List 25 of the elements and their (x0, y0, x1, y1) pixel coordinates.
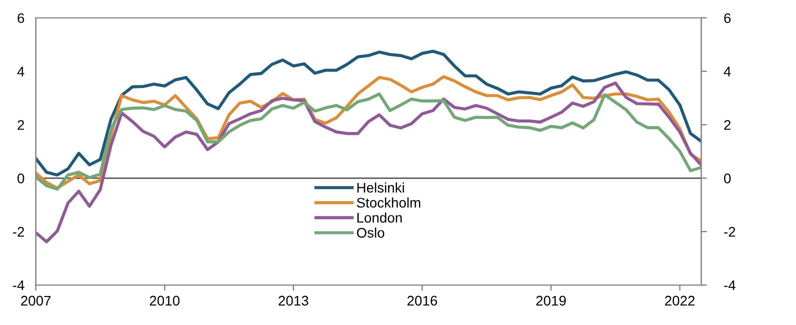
y-tick-label: -2 (12, 226, 24, 237)
y-tick-label: 0 (18, 174, 24, 184)
line-series (36, 50, 702, 176)
y2-tick-label: -4 (724, 280, 736, 290)
y-tick-label: 4 (17, 66, 24, 76)
y2-tick-label: 0 (724, 174, 731, 184)
x-tick-label: 2007 (21, 296, 51, 306)
y2-tick-label: 4 (724, 66, 731, 76)
y-tick-label: 6 (18, 13, 24, 24)
x-tick-label: 2019 (536, 296, 566, 306)
legend-label: London (357, 212, 402, 223)
y2-tick-label: 2 (724, 120, 731, 130)
x-tick-label: 2016 (407, 296, 438, 306)
line-series (36, 82, 702, 244)
y2-tick-label: 6 (724, 13, 731, 24)
x-tick-label: 2022 (665, 296, 695, 306)
y-tick-label: 2 (18, 120, 24, 130)
y2-tick-label: -2 (724, 226, 736, 237)
legend-label: Helsinki (357, 182, 404, 193)
x-tick-label: 2013 (278, 296, 308, 306)
legend-label: Stockholm (356, 197, 420, 208)
x-tick-label: 2010 (150, 296, 180, 306)
y-tick-label: -4 (12, 280, 24, 290)
legend-label: Oslo (356, 228, 384, 238)
line-series (36, 92, 702, 191)
